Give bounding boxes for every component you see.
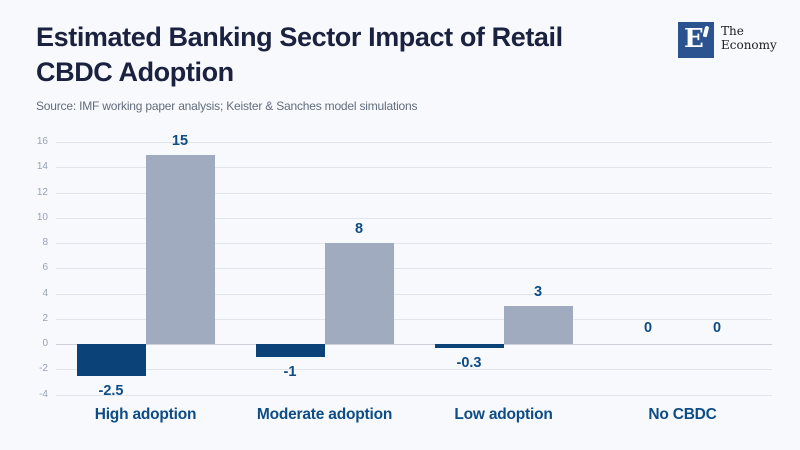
- page-title-line1: Estimated Banking Sector Impact of Retai…: [36, 22, 563, 52]
- light-gray-blue-bars-value-label-3: 0: [712, 320, 722, 336]
- light-gray-blue-bars-bar-0: [145, 154, 215, 344]
- bar-chart: -4 -2 0 2 4 6 8 10 12 14 16 -2.5 15 High adoption -1 8 M…: [0, 130, 800, 440]
- dark-navy-bars-bar-0: [76, 344, 146, 376]
- y-tick-label-2: 2: [42, 312, 48, 324]
- dark-navy-bars-value-label-0: -2.5: [98, 382, 124, 399]
- light-gray-blue-bars-value-label-1: 8: [354, 221, 364, 237]
- y-tick-label-10: 10: [36, 211, 48, 223]
- y-gridline-12: [56, 192, 772, 194]
- y-tick-label-4: 4: [42, 287, 48, 299]
- dark-navy-bars-bar-1: [255, 344, 325, 357]
- logo-e-icon: E: [678, 22, 714, 58]
- logo-word-economy: Economy: [721, 37, 777, 52]
- y-tick-label-12: 12: [36, 186, 48, 198]
- category-label-0: High adoption: [94, 406, 197, 423]
- y-tick-label-8: 8: [42, 237, 48, 248]
- source-note: Source: IMF working paper analysis; Keis…: [36, 99, 418, 113]
- y-gridline-0: [56, 344, 772, 345]
- category-label-2: Low adoption: [454, 406, 553, 423]
- y-gridline-16: [56, 142, 772, 143]
- dark-navy-bars-value-label-2: -0.3: [456, 354, 482, 371]
- y-gridline-2: [56, 318, 772, 320]
- logo-letter: E: [684, 24, 704, 54]
- the-economy-logo: E The Economy: [678, 22, 777, 58]
- y-tick-label-0: 0: [42, 338, 48, 349]
- logo-wordmark: The Economy: [721, 22, 777, 58]
- category-label-3: No CBDC: [648, 406, 717, 423]
- light-gray-blue-bars-bar-1: [324, 243, 394, 344]
- y-tick-label-6: 6: [42, 262, 48, 274]
- y-tick-label--4: -4: [39, 388, 48, 400]
- y-gridline-8: [56, 243, 772, 244]
- dark-navy-bars-value-label-1: -1: [283, 363, 297, 380]
- light-gray-blue-bars-value-label-2: 3: [533, 284, 543, 301]
- light-gray-blue-bars-bar-2: [503, 306, 573, 344]
- y-gridline-4: [56, 293, 772, 295]
- y-gridline--2: [56, 369, 772, 371]
- dark-navy-bars-value-label-3: 0: [643, 320, 653, 336]
- y-tick-label-16: 16: [36, 136, 48, 147]
- page-title-line2: CBDC Adoption: [36, 57, 234, 87]
- y-gridline-10: [56, 217, 772, 219]
- page-title: Estimated Banking Sector Impact of Retai…: [36, 20, 563, 90]
- y-tick-label--2: -2: [39, 363, 48, 375]
- y-gridline-6: [56, 268, 772, 270]
- logo-word-the: The: [721, 24, 744, 38]
- y-gridline-14: [56, 167, 772, 169]
- y-gridline--4: [56, 394, 772, 396]
- y-tick-label-14: 14: [36, 161, 48, 173]
- dark-navy-bars-bar-2: [434, 344, 504, 348]
- category-label-1: Moderate adoption: [256, 406, 393, 423]
- light-gray-blue-bars-value-label-0: 15: [171, 132, 189, 149]
